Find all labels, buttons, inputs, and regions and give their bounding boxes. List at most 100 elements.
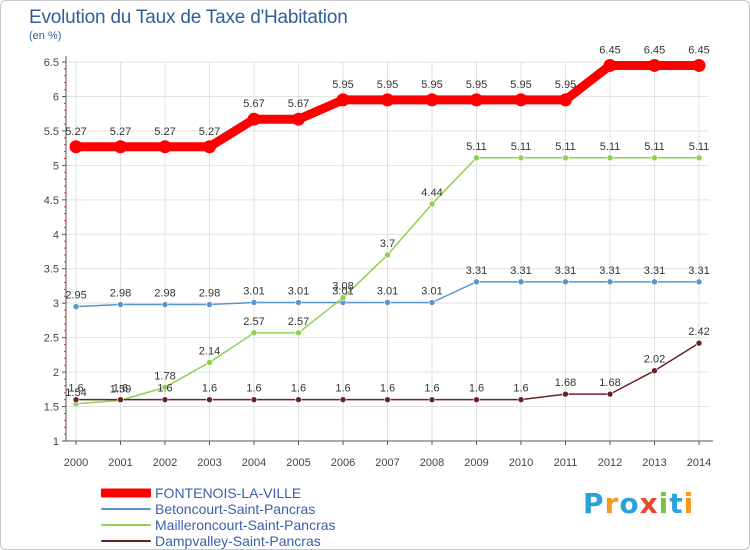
logo-letter: r	[604, 487, 620, 520]
data-point	[384, 299, 391, 306]
x-tick-label: 2000	[64, 457, 88, 469]
data-point	[250, 299, 258, 306]
data-point	[562, 390, 569, 398]
data-point	[562, 278, 569, 286]
data-point	[606, 278, 614, 286]
data-label: 5.27	[110, 126, 131, 138]
y-tick-label: 6	[53, 91, 59, 103]
data-point	[206, 396, 213, 403]
data-label: 2.98	[154, 288, 175, 300]
logo-letter: t	[669, 487, 684, 520]
y-tick-label: 3.5	[44, 264, 59, 276]
data-point	[117, 396, 124, 403]
data-point	[250, 396, 258, 403]
data-label: 1.6	[68, 383, 83, 395]
data-label: 5.67	[243, 98, 264, 110]
data-label: 1.6	[113, 383, 128, 395]
legend-item: Dampvalley-Saint-Pancras	[101, 533, 336, 549]
data-point	[339, 294, 347, 301]
x-tick-label: 2011	[554, 457, 578, 469]
data-label: 1.6	[380, 383, 395, 395]
y-tick-label: 1.5	[44, 402, 59, 414]
logo-letter: P	[583, 487, 605, 520]
data-label: 5.27	[65, 126, 86, 138]
data-point	[292, 112, 305, 126]
data-point	[114, 140, 127, 154]
axes: 1 1.5 2 2.5 3 3.5 4 4.5 5 5.5 6 6.5 2000 2001 2002 2003…	[44, 56, 713, 469]
data-label: 1.6	[424, 383, 439, 395]
data-labels: 2.95 2.98 2.98 2.98 3.01 3.01 3.01 3.01 3.01 3.31…	[65, 44, 709, 398]
x-tick-label: 2012	[598, 457, 622, 469]
logo-letter: o	[619, 487, 640, 520]
data-point	[470, 93, 483, 107]
data-point	[206, 359, 213, 366]
data-point	[606, 390, 614, 398]
data-label: 1.59	[110, 383, 131, 395]
data-label: 5.11	[644, 141, 665, 153]
data-label: 1.78	[154, 370, 175, 382]
y-tick-label: 2	[53, 367, 59, 379]
data-label: 6.45	[644, 44, 665, 56]
x-tick-label: 2007	[375, 457, 399, 469]
data-point	[72, 396, 80, 403]
data-label: 6.45	[599, 44, 620, 56]
data-label: 1.68	[599, 377, 620, 389]
data-label: 3.7	[380, 238, 395, 250]
data-point	[203, 140, 216, 154]
data-label: 5.11	[689, 141, 710, 153]
data-point	[606, 154, 614, 162]
data-point	[295, 329, 302, 337]
data-label: 2.98	[199, 288, 220, 300]
data-point	[695, 154, 703, 162]
data-point	[339, 396, 347, 403]
x-tick-label: 2001	[108, 457, 132, 469]
data-point	[428, 299, 436, 306]
data-point	[695, 278, 703, 286]
legend-label: FONTENOIS-LA-VILLE	[155, 485, 302, 501]
data-label: 5.95	[377, 79, 398, 91]
unit-label: (en %)	[29, 30, 62, 42]
data-point	[428, 396, 436, 403]
x-tick-label: 2010	[509, 457, 533, 469]
x-tick-label: 2013	[642, 457, 666, 469]
data-point	[648, 58, 661, 72]
data-point	[250, 329, 258, 337]
data-point	[69, 140, 83, 154]
data-label: 5.11	[511, 141, 532, 153]
data-label: 3.31	[644, 265, 665, 277]
y-tick-label: 4	[53, 229, 59, 241]
data-label: 2.95	[65, 290, 86, 302]
data-label: 3.01	[288, 285, 309, 297]
data-label: 4.44	[421, 187, 442, 199]
legend-swatch	[101, 524, 151, 526]
data-label: 3.31	[688, 265, 709, 277]
legend-swatch	[101, 540, 151, 542]
data-point	[517, 396, 525, 403]
data-point	[384, 251, 391, 259]
series	[69, 58, 706, 408]
data-label: 1.54	[65, 387, 86, 399]
logo-letter: i	[683, 487, 695, 520]
data-label: 5.11	[555, 141, 576, 153]
data-label: 2.57	[288, 316, 309, 328]
data-label: 1.6	[469, 383, 484, 395]
data-label: 1.6	[157, 383, 172, 395]
data-point	[158, 140, 172, 154]
data-label: 5.95	[555, 79, 576, 91]
legend-swatch	[101, 488, 151, 498]
data-label: 5.27	[199, 126, 220, 138]
data-point	[206, 301, 213, 308]
data-label: 1.6	[202, 383, 217, 395]
legend-item: FONTENOIS-LA-VILLE	[101, 485, 336, 501]
data-point	[473, 396, 480, 403]
data-label: 3.31	[466, 265, 487, 277]
data-point	[161, 396, 169, 403]
data-point	[651, 278, 658, 286]
data-point	[514, 93, 528, 107]
data-point	[295, 299, 302, 306]
data-point	[603, 58, 617, 72]
data-point	[651, 154, 658, 162]
data-point	[562, 154, 569, 162]
legend-label: Mailleroncourt-Saint-Pancras	[155, 517, 336, 533]
